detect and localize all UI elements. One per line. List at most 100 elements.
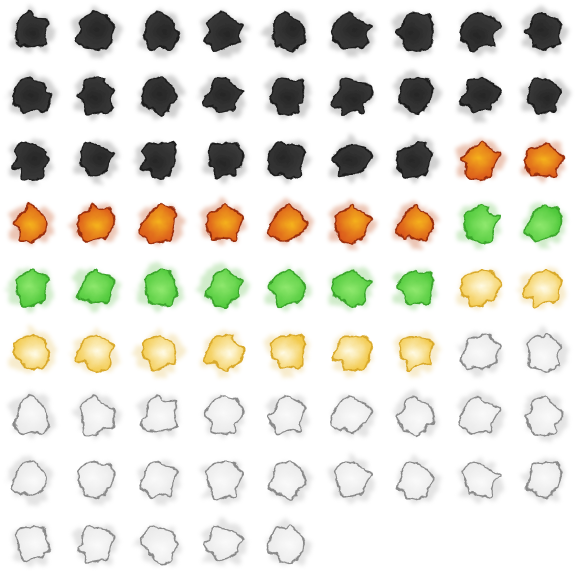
smoke-puff-icon <box>329 11 376 56</box>
smoke-puff-frame <box>256 0 320 64</box>
smoke-puff-frame <box>320 128 384 192</box>
smoke-puff-frame <box>128 0 192 64</box>
fire-puff-icon <box>521 138 566 180</box>
cloud-puff-frame <box>192 448 256 512</box>
cloud-puff-icon <box>458 457 505 501</box>
smoke-puff-frame <box>512 0 576 64</box>
puff-body <box>79 141 114 177</box>
puff-body <box>12 202 49 245</box>
puff-body <box>527 76 562 116</box>
puff-body <box>459 140 500 182</box>
glow-puff-icon <box>200 329 246 378</box>
puff-body <box>396 203 436 242</box>
smoke-puff-icon <box>265 73 311 120</box>
cloud-puff-icon <box>139 394 180 437</box>
smoke-puff-frame <box>448 64 512 128</box>
cloud-puff-frame <box>64 512 128 576</box>
puff-body <box>76 203 116 242</box>
puff-body <box>143 11 182 52</box>
smoke-puff-frame <box>512 64 576 128</box>
toxic-puff-icon <box>456 199 500 248</box>
glow-puff-icon <box>133 329 186 378</box>
cloud-puff-icon <box>76 459 116 505</box>
puff-body <box>332 335 373 372</box>
toxic-puff-frame <box>384 256 448 320</box>
puff-body <box>77 524 115 564</box>
puff-body <box>459 77 501 114</box>
cloud-puff-frame <box>448 320 512 384</box>
puff-body <box>268 203 310 243</box>
toxic-puff-icon <box>197 264 249 310</box>
puff-body <box>266 269 308 309</box>
fire-puff-frame <box>64 192 128 256</box>
cloud-puff-frame <box>64 384 128 448</box>
smoke-puff-frame <box>64 64 128 128</box>
puff-body <box>203 525 244 562</box>
smoke-puff-frame <box>384 0 448 64</box>
puff-body <box>395 270 435 306</box>
glow-puff-icon <box>518 263 566 310</box>
puff-body <box>15 525 53 563</box>
puff-body <box>395 140 433 178</box>
fire-puff-frame <box>256 192 320 256</box>
toxic-puff-frame <box>448 192 512 256</box>
puff-body <box>204 333 246 372</box>
puff-body <box>334 203 372 246</box>
smoke-puff-frame <box>384 64 448 128</box>
cloud-puff-frame <box>384 384 448 448</box>
smoke-puff-icon <box>262 8 308 56</box>
glow-puff-frame <box>256 320 320 384</box>
puff-body <box>15 10 49 48</box>
puff-body <box>461 461 501 499</box>
fire-puff-frame <box>512 128 576 192</box>
cloud-puff-frame <box>448 384 512 448</box>
smoke-puff-icon <box>330 135 376 182</box>
glow-puff-frame <box>0 320 64 384</box>
puff-body <box>77 461 116 500</box>
puff-body <box>522 269 562 309</box>
puff-body <box>272 11 308 53</box>
smoke-puff-frame <box>0 128 64 192</box>
smoke-puff-icon <box>10 6 55 53</box>
cloud-puff-icon <box>201 395 246 437</box>
cloud-puff-frame <box>256 448 320 512</box>
puff-body <box>12 460 49 497</box>
puff-body <box>524 395 565 437</box>
smoke-puff-icon <box>9 137 52 185</box>
cloud-puff-icon <box>134 525 182 567</box>
cloud-puff-frame <box>128 448 192 512</box>
glow-puff-icon <box>265 331 310 378</box>
smoke-puff-icon <box>394 71 441 121</box>
puff-body <box>397 461 436 501</box>
cloud-puff-frame <box>0 384 64 448</box>
smoke-puff-frame <box>128 128 192 192</box>
cloud-puff-frame <box>0 448 64 512</box>
cloud-puff-icon <box>265 520 312 566</box>
glow-puff-frame <box>64 320 128 384</box>
cloud-puff-icon <box>328 454 375 502</box>
smoke-puff-frame <box>448 0 512 64</box>
toxic-puff-icon <box>71 267 120 311</box>
smoke-puff-icon <box>458 71 504 122</box>
smoke-puff-icon <box>138 9 185 57</box>
puff-body <box>268 460 309 501</box>
puff-body <box>330 11 372 50</box>
smoke-puff-icon <box>7 72 57 120</box>
smoke-puff-frame <box>64 0 128 64</box>
smoke-puff-frame <box>0 0 64 64</box>
toxic-puff-frame <box>192 256 256 320</box>
puff-body <box>526 332 562 373</box>
toxic-puff-icon <box>520 202 567 248</box>
cloud-puff-frame <box>256 384 320 448</box>
cloud-puff-frame <box>320 384 384 448</box>
puff-body <box>395 396 437 438</box>
puff-body <box>266 140 305 180</box>
puff-body <box>76 75 115 116</box>
cloud-puff-frame <box>448 448 512 512</box>
puff-body <box>202 395 245 435</box>
toxic-puff-frame <box>256 256 320 320</box>
cloud-puff-icon <box>203 518 247 565</box>
cloud-puff-icon <box>137 457 181 504</box>
puff-body <box>398 76 434 115</box>
cloud-puff-icon <box>7 456 54 505</box>
